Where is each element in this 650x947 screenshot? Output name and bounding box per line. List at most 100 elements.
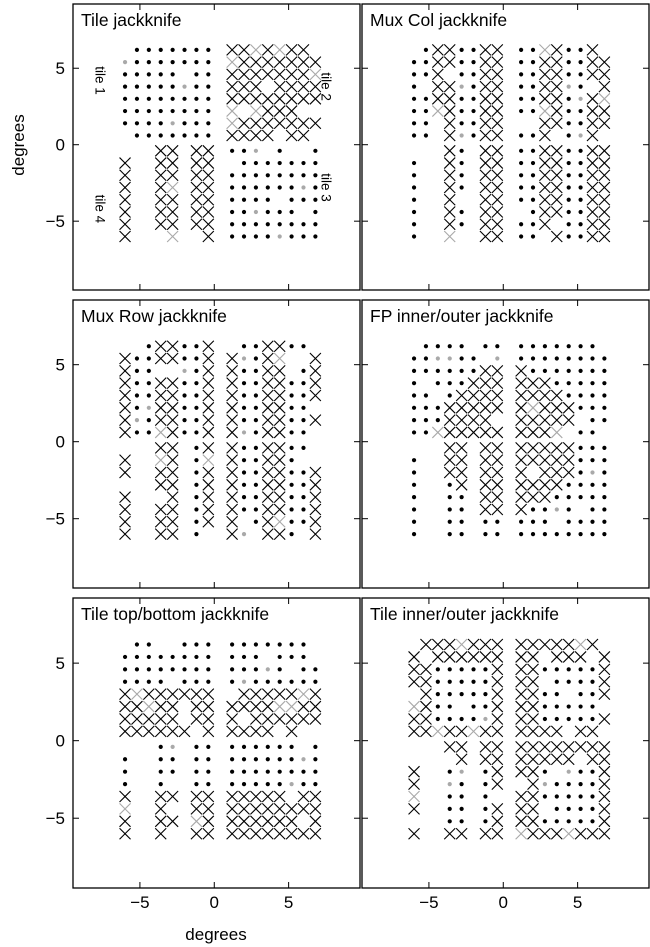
cross-marker xyxy=(202,230,215,243)
cross-marker xyxy=(431,80,444,93)
cross-stroke xyxy=(154,700,167,713)
cross-stroke xyxy=(261,441,274,454)
cross-marker xyxy=(250,827,262,840)
cross-marker xyxy=(166,157,179,169)
cross-marker xyxy=(491,753,504,766)
dot-marker xyxy=(435,704,440,709)
cross-stroke xyxy=(166,352,179,365)
dot-marker xyxy=(277,781,282,787)
dot-marker xyxy=(134,381,140,386)
cross-stroke xyxy=(309,414,322,427)
cross-stroke xyxy=(491,778,504,790)
dot-marker xyxy=(447,679,452,684)
cross-marker xyxy=(273,827,286,840)
dot-marker xyxy=(530,197,536,202)
dot-marker xyxy=(471,47,476,52)
cross-stroke xyxy=(527,815,539,828)
cross-stroke xyxy=(119,815,131,828)
cross-stroke xyxy=(273,92,286,105)
cross-stroke xyxy=(527,414,539,427)
dot-marker xyxy=(471,679,476,684)
cross-marker xyxy=(550,117,563,130)
cross-stroke xyxy=(515,663,528,676)
cross-marker xyxy=(238,827,250,840)
cross-stroke xyxy=(309,56,322,69)
cross-stroke xyxy=(285,815,298,828)
cross-marker xyxy=(408,827,420,840)
dot-marker xyxy=(566,108,571,114)
cross-marker xyxy=(226,68,239,81)
cross-stroke xyxy=(119,401,131,414)
cross-stroke xyxy=(443,740,456,753)
dot-marker xyxy=(301,418,306,423)
cross-marker xyxy=(119,426,131,439)
cross-stroke xyxy=(297,129,310,142)
cross-marker xyxy=(119,688,131,701)
cross-marker xyxy=(166,700,179,713)
cross-stroke xyxy=(202,401,215,414)
dot-marker xyxy=(542,356,548,361)
cross-stroke xyxy=(586,92,599,105)
cross-stroke xyxy=(273,56,286,69)
x-tick-label: 5 xyxy=(573,893,582,912)
cross-marker xyxy=(261,725,274,738)
cross-stroke xyxy=(491,765,504,778)
gray-cross-marker xyxy=(166,181,179,194)
cross-stroke xyxy=(166,144,179,157)
dot-marker xyxy=(146,418,151,423)
cross-marker xyxy=(238,56,250,69)
cross-marker xyxy=(479,193,492,206)
cross-marker xyxy=(598,675,611,688)
cross-stroke xyxy=(154,515,167,528)
cross-marker xyxy=(431,43,444,56)
cross-marker xyxy=(261,441,274,454)
dot-marker xyxy=(602,495,607,500)
cross-stroke xyxy=(455,827,468,840)
cross-stroke xyxy=(226,803,239,815)
dot-marker xyxy=(530,47,536,52)
dot-marker xyxy=(158,121,163,126)
dot-marker xyxy=(146,344,151,349)
dot-marker xyxy=(483,692,488,697)
cross-stroke xyxy=(154,454,167,467)
cross-stroke xyxy=(250,105,262,117)
cross-marker xyxy=(226,454,239,467)
dot-marker xyxy=(206,642,211,647)
dot-marker xyxy=(566,133,571,138)
cross-stroke xyxy=(309,803,322,815)
dot-marker xyxy=(194,72,199,77)
dot-marker xyxy=(519,72,524,77)
cross-marker xyxy=(226,43,239,56)
cross-stroke xyxy=(166,466,179,479)
cross-marker xyxy=(550,92,563,105)
cross-stroke xyxy=(119,688,131,701)
cross-stroke xyxy=(515,638,528,651)
cross-marker xyxy=(226,700,239,713)
cross-stroke xyxy=(261,528,274,540)
dot-marker xyxy=(170,96,175,101)
dot-marker xyxy=(289,393,294,398)
dot-marker xyxy=(423,60,429,65)
cross-marker xyxy=(491,401,504,414)
cross-marker xyxy=(166,790,179,803)
dot-marker xyxy=(170,133,175,138)
cross-stroke xyxy=(154,790,167,803)
cross-stroke xyxy=(467,638,480,651)
cross-marker xyxy=(550,827,563,840)
dot-marker xyxy=(483,806,488,812)
cross-stroke xyxy=(119,352,131,365)
dot-marker xyxy=(277,757,282,762)
cross-marker xyxy=(261,827,274,840)
cross-stroke xyxy=(226,790,239,803)
dot-marker xyxy=(206,781,211,787)
cross-stroke xyxy=(550,753,563,766)
cross-stroke xyxy=(455,478,468,491)
gray-dot-marker xyxy=(170,121,175,126)
cross-stroke xyxy=(420,675,432,688)
cross-stroke xyxy=(515,441,528,454)
dot-marker xyxy=(566,173,571,178)
cross-marker xyxy=(539,414,551,427)
dot-marker xyxy=(602,482,607,487)
dot-marker xyxy=(519,185,524,190)
cross-marker xyxy=(515,663,528,676)
